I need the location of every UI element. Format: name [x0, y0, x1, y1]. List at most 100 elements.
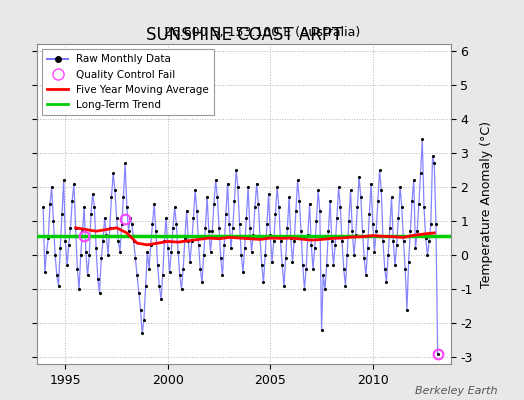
Point — [39, 204, 47, 211]
Point — [365, 211, 374, 218]
Point — [427, 221, 435, 228]
Point — [186, 259, 194, 265]
Point — [193, 208, 201, 214]
Point — [82, 248, 90, 255]
Point — [121, 160, 129, 166]
Point — [220, 242, 228, 248]
Point — [360, 255, 368, 262]
Point — [77, 252, 85, 258]
Point — [275, 204, 283, 211]
Point — [266, 232, 275, 238]
Point — [271, 211, 280, 218]
Point — [114, 238, 123, 245]
Text: Berkeley Earth: Berkeley Earth — [416, 386, 498, 396]
Point — [174, 248, 182, 255]
Point — [234, 184, 242, 190]
Point — [343, 252, 352, 258]
Point — [341, 282, 350, 289]
Point — [273, 184, 281, 190]
Point — [387, 194, 396, 200]
Point — [141, 282, 150, 289]
Point — [258, 262, 266, 268]
Legend: Raw Monthly Data, Quality Control Fail, Five Year Moving Average, Long-Term Tren: Raw Monthly Data, Quality Control Fail, … — [42, 49, 214, 115]
Point — [362, 272, 370, 279]
Point — [140, 316, 148, 323]
Point — [295, 197, 303, 204]
Point — [227, 245, 235, 252]
Point — [396, 184, 405, 190]
Point — [170, 204, 179, 211]
Point — [235, 221, 244, 228]
Point — [75, 286, 83, 292]
Point — [382, 279, 390, 286]
Point — [215, 225, 223, 231]
Point — [305, 201, 314, 207]
Point — [268, 259, 276, 265]
Point — [297, 228, 305, 234]
Point — [348, 228, 356, 234]
Point — [353, 204, 362, 211]
Point — [350, 252, 358, 258]
Point — [154, 262, 162, 268]
Point — [232, 167, 241, 173]
Point — [242, 214, 250, 221]
Point — [357, 194, 365, 200]
Point — [312, 218, 321, 224]
Point — [184, 238, 192, 245]
Point — [319, 272, 328, 279]
Point — [191, 187, 199, 194]
Point — [338, 238, 346, 245]
Point — [166, 269, 174, 275]
Point — [309, 266, 317, 272]
Point — [290, 238, 298, 245]
Point — [299, 262, 307, 268]
Point — [64, 242, 73, 248]
Point — [203, 194, 211, 200]
Point — [94, 276, 102, 282]
Point — [123, 204, 131, 211]
Point — [241, 245, 249, 252]
Point — [411, 245, 420, 252]
Point — [283, 225, 291, 231]
Point — [162, 214, 170, 221]
Point — [97, 255, 105, 262]
Text: 26.600 S, 153.100 E (Australia): 26.600 S, 153.100 E (Australia) — [164, 26, 360, 39]
Title: SUNSHINE COAST ARPT: SUNSHINE COAST ARPT — [146, 26, 342, 44]
Point — [276, 238, 285, 245]
Point — [430, 160, 439, 166]
Point — [287, 235, 295, 241]
Point — [42, 248, 51, 255]
Point — [155, 282, 163, 289]
Point — [71, 225, 80, 231]
Point — [176, 272, 184, 279]
Point — [352, 232, 360, 238]
Point — [322, 262, 331, 268]
Point — [256, 235, 264, 241]
Point — [355, 174, 363, 180]
Point — [228, 225, 237, 231]
Point — [300, 286, 309, 292]
Point — [182, 208, 191, 214]
Point — [189, 214, 198, 221]
Point — [148, 221, 157, 228]
Point — [107, 194, 116, 200]
Point — [135, 289, 143, 296]
Point — [196, 266, 204, 272]
Point — [46, 201, 54, 207]
Point — [51, 252, 59, 258]
Point — [181, 235, 189, 241]
Point — [177, 286, 185, 292]
Point — [321, 286, 329, 292]
Point — [336, 204, 344, 211]
Point — [253, 180, 261, 187]
Point — [432, 221, 440, 228]
Point — [85, 252, 93, 258]
Point — [249, 232, 257, 238]
Point — [389, 238, 397, 245]
Point — [408, 197, 416, 204]
Point — [304, 232, 312, 238]
Point — [403, 306, 411, 313]
Point — [49, 218, 58, 224]
Point — [198, 279, 206, 286]
Point — [328, 238, 336, 245]
